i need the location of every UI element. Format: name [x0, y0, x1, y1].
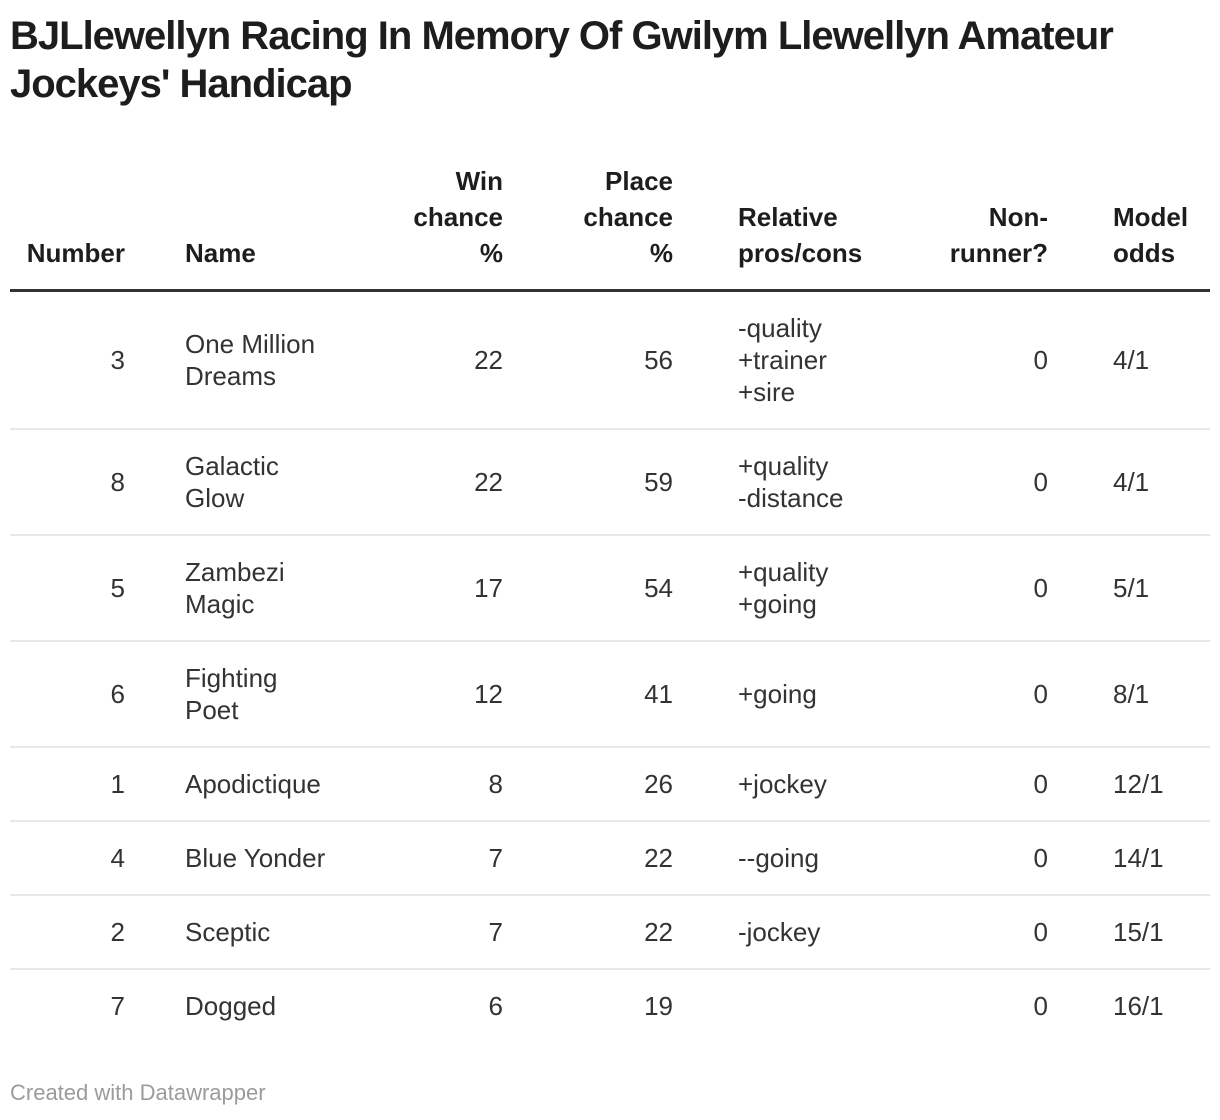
cell-win-chance: 12: [474, 679, 503, 709]
cell-non-runner: 0: [1033, 345, 1048, 375]
cell-non-runner: 0: [1033, 769, 1048, 799]
cell-pros-cons: +jockey: [738, 769, 827, 799]
cell-pros-cons: +quality +going: [738, 557, 829, 619]
table-header-row: Number Name Win chance% Place chance% Relative…: [10, 163, 1210, 291]
table-row: 4 Blue Yonder 7 22 --going 0 14/1: [10, 821, 1210, 895]
cell-name: Sceptic: [185, 917, 271, 947]
cell-non-runner: 0: [1033, 467, 1048, 497]
cell-pros-cons: -quality +trainer +sire: [738, 313, 827, 407]
table-row: 2 Sceptic 7 22 -jockey 0 15/1: [10, 895, 1210, 969]
cell-pros-cons: [673, 969, 913, 1042]
cell-pros-cons: --going: [738, 843, 819, 873]
footer: Created with Datawrapper: [10, 1080, 1210, 1106]
cell-name: Dogged: [185, 991, 277, 1021]
cell-place-chance: 22: [644, 917, 673, 947]
cell-name: Galactic Glow: [185, 451, 279, 513]
cell-pros-cons: -jockey: [738, 917, 821, 947]
datawrapper-credit-link[interactable]: Created with Datawrapper: [10, 1080, 266, 1105]
page-title: BJLlewellyn Racing In Memory Of Gwilym L…: [10, 14, 1114, 106]
cell-name: One Million Dreams: [185, 329, 316, 391]
cell-non-runner: 0: [1033, 573, 1048, 603]
cell-number: 6: [110, 679, 125, 709]
cell-name: Zambezi Magic: [185, 557, 285, 619]
cell-win-chance: 6: [488, 991, 503, 1021]
table-row: 3 One Million Dreams 22 56 -quality +trainer +s…: [10, 291, 1210, 430]
cell-number: 4: [110, 843, 125, 873]
table-row: 7 Dogged 6 19 0 16/1: [10, 969, 1210, 1042]
cell-name: Fighting Poet: [185, 663, 278, 725]
cell-place-chance: 56: [644, 345, 673, 375]
cell-model-odds: 8/1: [1113, 679, 1150, 709]
cell-number: 8: [110, 467, 125, 497]
cell-model-odds: 4/1: [1113, 345, 1150, 375]
cell-place-chance: 19: [644, 991, 673, 1021]
cell-win-chance: 17: [474, 573, 503, 603]
table-row: 8 Galactic Glow 22 59 +quality -distance 0 4/1: [10, 429, 1210, 535]
cell-name: Apodictique: [185, 769, 321, 799]
cell-name: Blue Yonder: [185, 843, 326, 873]
cell-non-runner: 0: [1033, 679, 1048, 709]
cell-number: 2: [110, 917, 125, 947]
column-header-name: Name: [185, 238, 256, 268]
cell-place-chance: 22: [644, 843, 673, 873]
cell-place-chance: 41: [644, 679, 673, 709]
cell-win-chance: 7: [488, 843, 503, 873]
cell-number: 5: [110, 573, 125, 603]
cell-model-odds: 4/1: [1113, 467, 1150, 497]
column-header-pros-cons: Relative pros/cons: [738, 202, 863, 268]
cell-pros-cons: +quality -distance: [738, 451, 844, 513]
cell-place-chance: 54: [644, 573, 673, 603]
column-header-place-chance: Place chance%: [583, 166, 673, 268]
cell-model-odds: 12/1: [1113, 769, 1164, 799]
cell-number: 1: [110, 769, 125, 799]
cell-model-odds: 16/1: [1113, 991, 1164, 1021]
table-row: 6 Fighting Poet 12 41 +going 0 8/1: [10, 641, 1210, 747]
cell-model-odds: 14/1: [1113, 843, 1164, 873]
cell-non-runner: 0: [1033, 991, 1048, 1021]
column-header-number: Number: [26, 238, 125, 268]
column-header-non-runner: Non-runner?: [949, 202, 1048, 268]
cell-number: 3: [110, 345, 125, 375]
column-header-win-chance: Win chance%: [413, 166, 503, 268]
cell-win-chance: 7: [488, 917, 503, 947]
table-row: 5 Zambezi Magic 17 54 +quality +going 0 5/1: [10, 535, 1210, 641]
cell-win-chance: 22: [474, 345, 503, 375]
cell-place-chance: 59: [644, 467, 673, 497]
cell-model-odds: 5/1: [1113, 573, 1150, 603]
table-row: 1 Apodictique 8 26 +jockey 0 12/1: [10, 747, 1210, 821]
cell-model-odds: 15/1: [1113, 917, 1164, 947]
cell-pros-cons: +going: [738, 679, 817, 709]
cell-non-runner: 0: [1033, 843, 1048, 873]
cell-win-chance: 22: [474, 467, 503, 497]
cell-non-runner: 0: [1033, 917, 1048, 947]
cell-place-chance: 26: [644, 769, 673, 799]
cell-number: 7: [110, 991, 125, 1021]
column-header-model-odds: Model odds: [1113, 202, 1189, 268]
cell-win-chance: 8: [488, 769, 503, 799]
runners-table: Number Name Win chance% Place chance% Relative…: [10, 163, 1210, 1042]
